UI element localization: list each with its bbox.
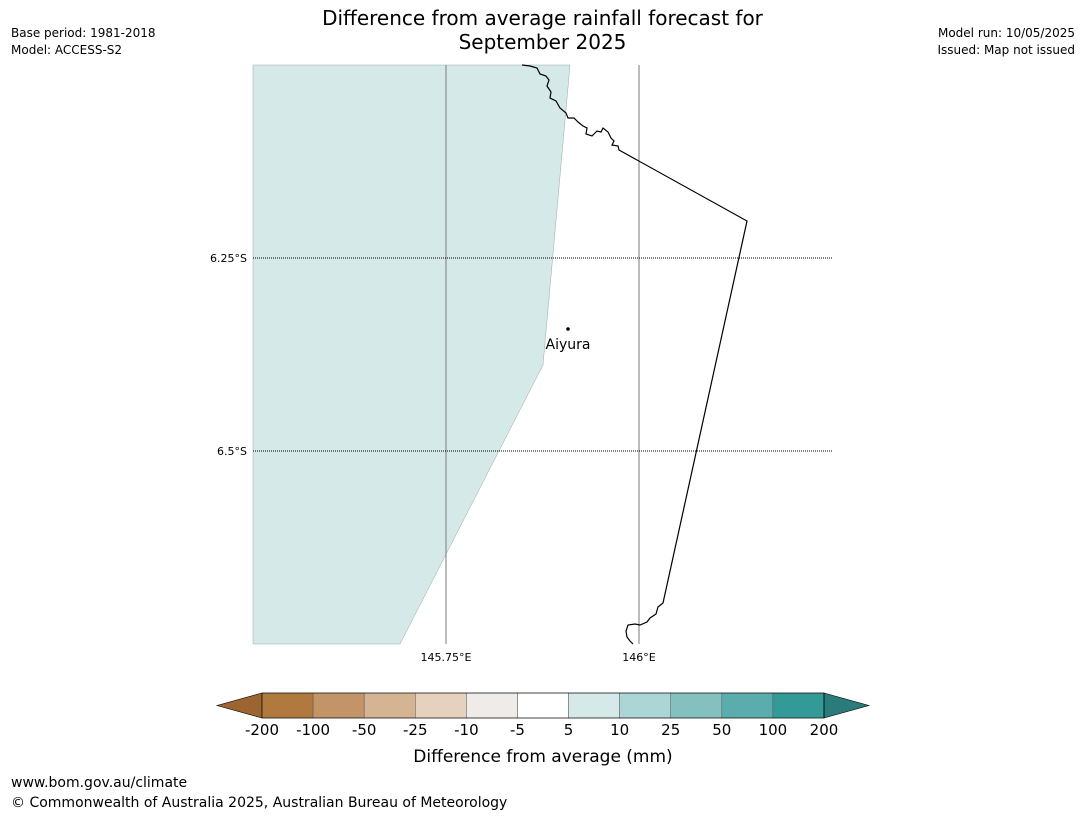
latitude-label-6-5: 6.5°S	[217, 445, 247, 458]
map-title-line-1: Difference from average rainfall forecas…	[322, 6, 763, 30]
legend-cell	[261, 692, 314, 719]
legend-colour-cells	[261, 692, 825, 719]
legend-tick-label: -10	[454, 721, 479, 739]
longitude-label-146: 146°E	[622, 651, 655, 664]
legend-cell	[568, 692, 620, 719]
colour-legend: -200 -100 -50 -25 -10 -5 5 10 25 50 100 200 Differe…	[215, 692, 871, 767]
map-title-line-2: September 2025	[458, 30, 627, 54]
model-run-text: Model run: 10/05/2025	[937, 26, 1075, 40]
legend-tick-label: -25	[403, 721, 428, 739]
legend-tick-label: 50	[712, 721, 731, 739]
legend-cell	[312, 692, 365, 719]
legend-outline	[261, 692, 825, 719]
latitude-label-6-25: 6.25°S	[210, 252, 247, 265]
legend-tick-label: 10	[610, 721, 629, 739]
footer-url: www.bom.gov.au/climate	[11, 775, 188, 791]
map-title: Difference from average rainfall forecas…	[0, 6, 1085, 54]
legend-title: Difference from average (mm)	[413, 747, 672, 767]
rainfall-map: Aiyura 6.25°S 6.5°S 145.75°E 146°E -200-…	[210, 64, 871, 767]
map-metadata-left: Base period: 1981-2018 Model: ACCESS-S2	[11, 25, 156, 59]
aiyura-location-marker	[566, 327, 570, 331]
legend-tick-label: -100	[296, 721, 330, 739]
legend-tick-label: -5	[510, 721, 525, 739]
legend-tick-label: 100	[759, 721, 788, 739]
longitude-label-145-75: 145.75°E	[421, 651, 472, 664]
legend-cell	[772, 692, 825, 719]
legend-cell	[363, 692, 416, 719]
legend-arrow-low	[215, 692, 263, 719]
legend-cell	[466, 692, 518, 719]
model-text: Model: ACCESS-S2	[11, 43, 123, 57]
forecast-shaded-region	[252, 64, 571, 645]
footer-copyright: © Commonwealth of Australia 2025, Austra…	[11, 795, 508, 811]
legend-cell	[517, 692, 569, 719]
legend-tick-label: 25	[661, 721, 680, 739]
aiyura-place-label: Aiyura	[546, 337, 591, 353]
map-metadata-right: Model run: 10/05/2025 Issued: Map not is…	[937, 25, 1075, 59]
legend-tick-label: 5	[564, 721, 574, 739]
region-boundary-line	[521, 64, 748, 645]
legend-cell	[619, 692, 671, 719]
legend-cell	[670, 692, 723, 719]
legend-cell	[415, 692, 467, 719]
legend-cell	[721, 692, 774, 719]
legend-tick-label: -50	[352, 721, 377, 739]
legend-tick-label: 200	[810, 721, 839, 739]
legend-tick-label: -200	[245, 721, 279, 739]
issued-text: Issued: Map not issued	[937, 43, 1075, 57]
legend-tick-labels: -200 -100 -50 -25 -10 -5 5 10 25 50 100 200	[245, 721, 838, 739]
legend-arrow-high	[823, 692, 871, 719]
base-period-text: Base period: 1981-2018	[11, 26, 156, 40]
